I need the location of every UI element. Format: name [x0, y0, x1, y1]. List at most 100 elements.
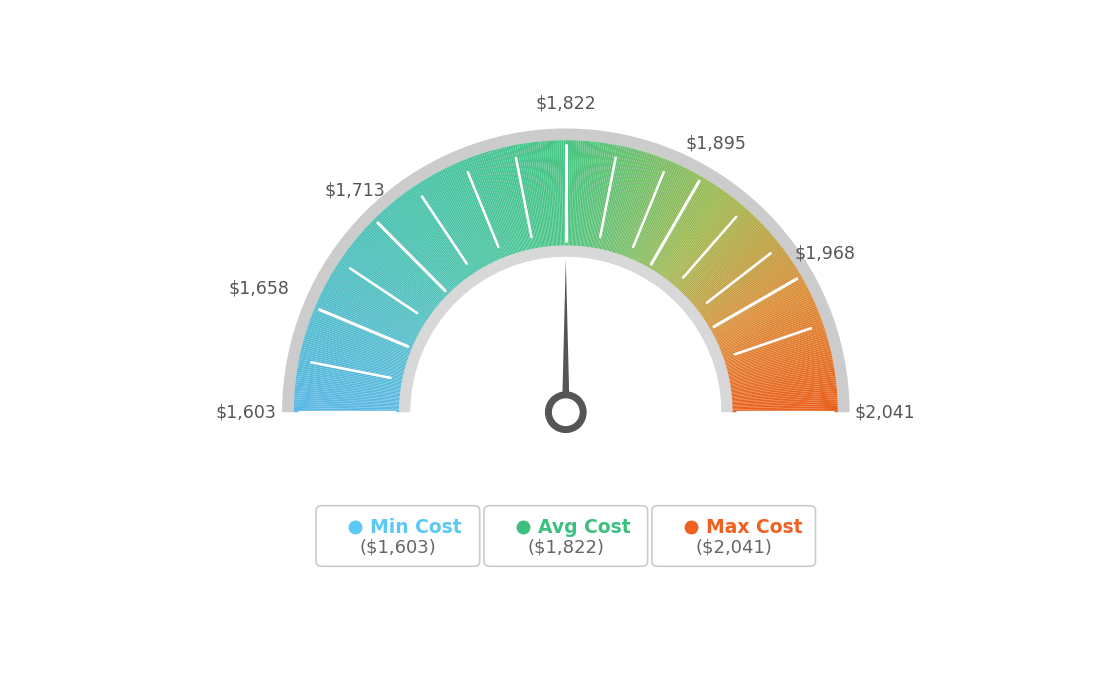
Wedge shape [654, 181, 712, 273]
Wedge shape [730, 372, 835, 389]
Wedge shape [723, 328, 825, 362]
Wedge shape [309, 320, 410, 357]
Wedge shape [360, 233, 442, 304]
Wedge shape [378, 214, 453, 293]
Wedge shape [364, 228, 444, 301]
Wedge shape [731, 395, 838, 403]
Wedge shape [594, 144, 615, 249]
Wedge shape [724, 334, 827, 366]
Wedge shape [680, 215, 755, 293]
Wedge shape [578, 141, 590, 247]
Wedge shape [371, 221, 447, 297]
Wedge shape [359, 234, 440, 304]
Wedge shape [562, 140, 564, 246]
Wedge shape [729, 364, 834, 384]
Wedge shape [389, 204, 459, 286]
Text: $1,603: $1,603 [216, 403, 277, 421]
Wedge shape [295, 388, 401, 400]
Wedge shape [448, 166, 496, 263]
Wedge shape [731, 380, 836, 394]
Wedge shape [730, 370, 835, 388]
Wedge shape [343, 254, 431, 317]
FancyBboxPatch shape [651, 506, 816, 566]
FancyBboxPatch shape [316, 506, 480, 566]
Wedge shape [729, 359, 834, 381]
Wedge shape [583, 141, 596, 248]
Wedge shape [684, 223, 763, 298]
Wedge shape [399, 196, 465, 282]
Wedge shape [709, 275, 803, 330]
Wedge shape [668, 197, 734, 282]
Wedge shape [701, 254, 788, 317]
Wedge shape [294, 397, 401, 404]
Wedge shape [466, 159, 506, 258]
Wedge shape [722, 320, 822, 357]
Wedge shape [320, 295, 416, 342]
Wedge shape [567, 140, 570, 246]
Wedge shape [369, 223, 447, 298]
Wedge shape [713, 287, 808, 337]
Wedge shape [509, 146, 532, 250]
Wedge shape [347, 249, 433, 314]
Wedge shape [702, 257, 790, 319]
Wedge shape [427, 177, 482, 270]
Wedge shape [418, 183, 477, 273]
Wedge shape [294, 406, 400, 410]
Wedge shape [646, 174, 699, 268]
Wedge shape [598, 146, 620, 250]
Wedge shape [625, 158, 664, 257]
Wedge shape [676, 208, 747, 288]
Wedge shape [394, 200, 463, 284]
Wedge shape [403, 193, 467, 279]
Wedge shape [732, 404, 838, 408]
Wedge shape [404, 192, 468, 279]
Wedge shape [595, 145, 617, 249]
Wedge shape [332, 270, 424, 326]
Wedge shape [297, 368, 402, 386]
Wedge shape [500, 148, 527, 251]
Wedge shape [697, 246, 782, 312]
Wedge shape [302, 340, 406, 370]
Wedge shape [715, 295, 811, 342]
Wedge shape [551, 141, 558, 247]
Wedge shape [325, 285, 420, 336]
Wedge shape [383, 210, 455, 290]
Wedge shape [386, 207, 457, 288]
Wedge shape [592, 144, 611, 248]
Wedge shape [484, 152, 517, 254]
Wedge shape [732, 410, 838, 412]
Wedge shape [712, 283, 806, 335]
Wedge shape [459, 161, 502, 259]
Wedge shape [420, 181, 478, 273]
Wedge shape [731, 382, 837, 395]
Wedge shape [299, 355, 404, 379]
Wedge shape [339, 261, 428, 322]
Wedge shape [611, 150, 641, 253]
Wedge shape [357, 237, 439, 306]
Text: $1,658: $1,658 [229, 279, 289, 297]
Wedge shape [511, 146, 533, 250]
Wedge shape [294, 410, 400, 412]
Wedge shape [650, 178, 707, 270]
Wedge shape [731, 400, 838, 406]
Wedge shape [582, 141, 594, 247]
Wedge shape [486, 152, 518, 254]
Wedge shape [326, 283, 420, 335]
Wedge shape [644, 172, 696, 266]
Wedge shape [725, 336, 828, 367]
Wedge shape [320, 293, 417, 340]
Text: Avg Cost: Avg Cost [539, 518, 630, 537]
Text: ($1,822): ($1,822) [528, 538, 604, 557]
Wedge shape [319, 297, 416, 343]
Wedge shape [308, 324, 408, 359]
Wedge shape [682, 218, 758, 295]
Wedge shape [726, 346, 830, 373]
Wedge shape [307, 328, 408, 362]
Wedge shape [544, 141, 554, 247]
Wedge shape [730, 368, 835, 386]
Wedge shape [373, 218, 449, 295]
Wedge shape [732, 406, 838, 410]
Wedge shape [572, 140, 578, 246]
Wedge shape [454, 164, 499, 261]
Wedge shape [514, 145, 537, 249]
